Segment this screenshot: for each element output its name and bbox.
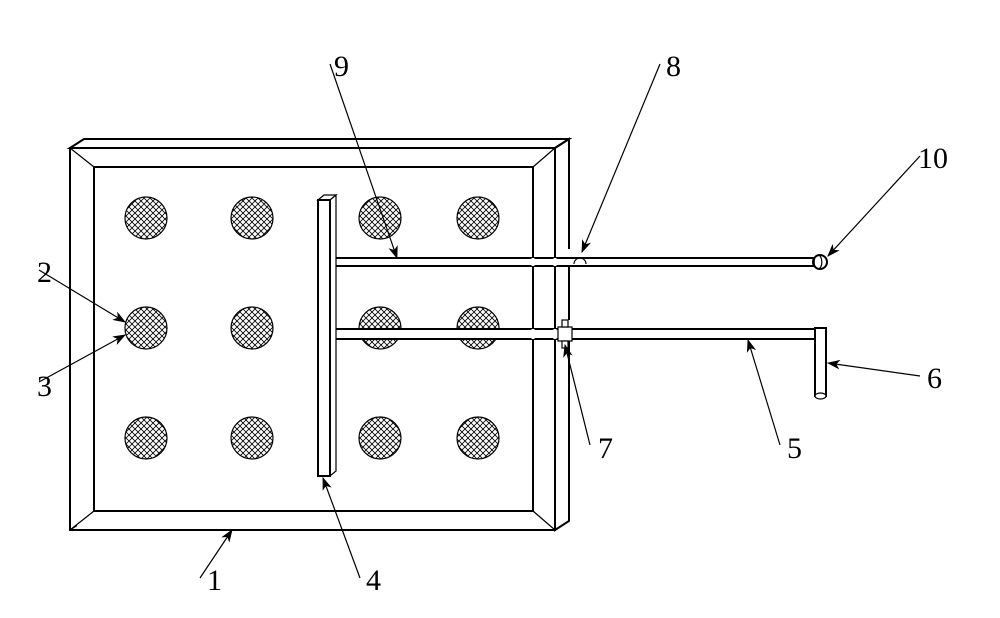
label-1: 1 xyxy=(207,564,222,598)
box-top-face xyxy=(70,139,569,148)
leader-5 xyxy=(748,340,780,445)
hole-10 xyxy=(231,417,273,459)
handle xyxy=(815,328,826,396)
joint-7 xyxy=(558,327,572,341)
hole-9 xyxy=(125,417,167,459)
leader-8 xyxy=(582,64,660,252)
label-10: 10 xyxy=(918,142,948,176)
hole-2 xyxy=(231,197,273,239)
hole-1 xyxy=(125,197,167,239)
hole-5 xyxy=(125,307,167,349)
hole-4 xyxy=(457,197,499,239)
label-2: 2 xyxy=(37,256,52,290)
label-8: 8 xyxy=(666,50,681,84)
label-6: 6 xyxy=(927,362,942,396)
partition-bar xyxy=(318,200,330,476)
label-4: 4 xyxy=(366,564,381,598)
rod-upper xyxy=(330,258,814,266)
leader-10 xyxy=(828,156,920,256)
hole-6 xyxy=(231,307,273,349)
label-5: 5 xyxy=(787,432,802,466)
diagram-canvas xyxy=(0,0,1000,618)
hole-11 xyxy=(359,417,401,459)
hole-12 xyxy=(457,417,499,459)
leader-6 xyxy=(828,363,920,376)
label-3: 3 xyxy=(37,370,52,404)
label-9: 9 xyxy=(334,50,349,84)
hole-3 xyxy=(359,197,401,239)
label-7: 7 xyxy=(598,432,613,466)
